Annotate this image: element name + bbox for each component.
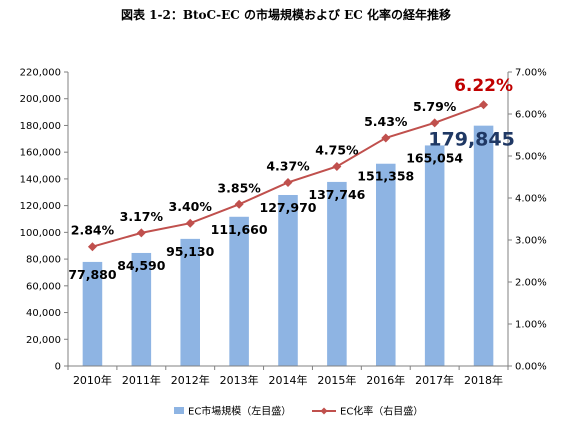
y-right-tick-label: 7.00% xyxy=(515,68,547,79)
x-tick-label: 2015年 xyxy=(317,373,356,387)
legend-line-label: EC化率（右目盛） xyxy=(340,405,423,418)
bar-value-label: 165,054 xyxy=(406,150,463,165)
legend-bar-swatch xyxy=(174,407,184,414)
line-point xyxy=(430,118,440,128)
line-point xyxy=(479,100,489,110)
y-left-tick-label: 140,000 xyxy=(20,174,61,185)
line-point xyxy=(136,228,146,238)
bar-value-label: 84,590 xyxy=(117,258,166,273)
y-right-tick-label: 0.00% xyxy=(515,362,547,373)
x-tick-label: 2010年 xyxy=(73,373,112,387)
legend-bar-label: EC市場規模（左目盛） xyxy=(188,405,291,418)
line-value-label: 5.79% xyxy=(413,99,457,114)
y-left-tick-label: 200,000 xyxy=(20,94,61,105)
y-left-tick-label: 80,000 xyxy=(26,255,61,266)
legend: EC市場規模（左目盛） EC化率（右目盛） xyxy=(174,405,423,418)
x-tick-label: 2018年 xyxy=(464,373,503,387)
y-left-tick-label: 220,000 xyxy=(20,68,61,79)
line-point xyxy=(234,199,244,209)
y-left-tick-label: 120,000 xyxy=(20,201,61,212)
bar-value-label: 95,130 xyxy=(166,244,215,259)
bar xyxy=(82,261,103,366)
bar xyxy=(327,181,347,366)
x-tick-label: 2012年 xyxy=(171,373,210,387)
y-right-tick-label: 1.00% xyxy=(515,320,547,331)
bar-value-label: 179,845 xyxy=(428,129,515,151)
line-value-label: 5.43% xyxy=(364,114,408,129)
chart-title: 図表 1-2：BtoC-EC の市場規模および EC 化率の経年推移 xyxy=(120,8,451,22)
line-value-label: 2.84% xyxy=(71,223,115,238)
y-right-tick-label: 2.00% xyxy=(515,278,547,289)
y-right-tick-label: 6.00% xyxy=(515,110,547,121)
bar xyxy=(131,252,152,366)
bar xyxy=(180,238,200,366)
line-value-label: 3.40% xyxy=(169,199,213,214)
x-tick-label: 2011年 xyxy=(122,373,161,387)
bar-value-label: 137,746 xyxy=(308,187,365,202)
bar-value-label: 111,660 xyxy=(211,222,268,237)
x-tick-label: 2014年 xyxy=(269,373,308,387)
line-value-label: 4.75% xyxy=(315,143,359,158)
x-tick-label: 2016年 xyxy=(366,373,405,387)
legend-line-marker xyxy=(320,407,328,415)
line-point xyxy=(87,242,97,252)
y-left-tick-label: 20,000 xyxy=(26,335,61,346)
bar xyxy=(473,125,494,366)
bar xyxy=(376,163,396,366)
y-left-tick-label: 60,000 xyxy=(26,281,61,292)
line-value-label: 6.22% xyxy=(454,76,513,96)
bar-series xyxy=(82,125,494,366)
bar-value-label: 127,970 xyxy=(260,200,317,215)
bar xyxy=(278,194,298,366)
bar-value-label: 77,880 xyxy=(68,267,117,282)
line-point xyxy=(381,133,391,143)
y-left-tick-label: 180,000 xyxy=(20,121,61,132)
line-value-label: 4.37% xyxy=(266,158,310,173)
y-left-tick-label: 40,000 xyxy=(26,308,61,319)
y-left-tick-label: 100,000 xyxy=(20,228,61,239)
bar-value-label: 151,358 xyxy=(357,169,414,184)
bar xyxy=(424,145,445,366)
y-right-tick-label: 3.00% xyxy=(515,236,547,247)
axes: 0 20,000 40,000 60,000 80,000 100,000 120,000 1… xyxy=(20,68,547,388)
y-left-tick-label: 0 xyxy=(55,362,61,373)
line-point xyxy=(185,218,195,228)
line-value-label: 3.85% xyxy=(217,180,261,195)
y-right-tick-label: 4.00% xyxy=(515,194,547,205)
y-left-tick-label: 160,000 xyxy=(20,148,61,159)
line-value-label: 3.17% xyxy=(120,209,164,224)
line-series xyxy=(87,100,489,252)
x-tick-label: 2013年 xyxy=(220,373,259,387)
x-tick-label: 2017年 xyxy=(415,373,454,387)
bar xyxy=(229,216,249,366)
line-point xyxy=(283,177,293,187)
line-point xyxy=(332,162,342,171)
y-right-tick-label: 5.00% xyxy=(515,152,547,163)
